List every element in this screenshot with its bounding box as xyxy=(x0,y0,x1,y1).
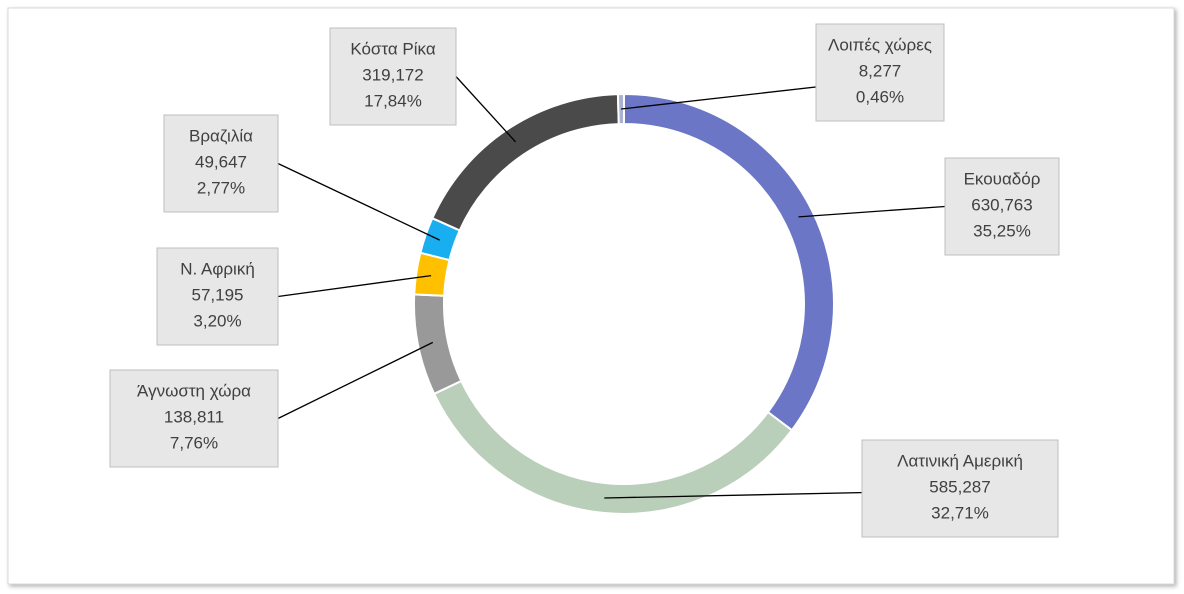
percent-label: 32,71% xyxy=(931,503,989,522)
data-label-box xyxy=(329,27,457,126)
percent-label: 7,76% xyxy=(170,433,218,452)
leader-line xyxy=(455,76,517,143)
value-label: 319,172 xyxy=(362,65,423,84)
value-label: 8,277 xyxy=(859,61,902,80)
value-label: 138,811 xyxy=(164,407,224,426)
category-label: Εκουαδόρ xyxy=(964,169,1041,188)
percent-label: 0,46% xyxy=(856,87,904,106)
leader-line xyxy=(277,274,432,298)
data-label-box xyxy=(109,369,279,468)
category-label: Λοιπές χώρες xyxy=(828,35,932,54)
category-label: Κόστα Ρίκα xyxy=(350,39,436,58)
data-label-box xyxy=(815,23,945,122)
percent-label: 17,84% xyxy=(364,91,422,110)
data-label-box xyxy=(861,439,1059,538)
data-label-box xyxy=(163,114,279,213)
value-label: 585,287 xyxy=(929,477,990,496)
category-label: Ν. Αφρική xyxy=(180,259,255,278)
value-label: 630,763 xyxy=(971,195,1032,214)
category-label: Βραζιλία xyxy=(189,126,253,145)
percent-label: 3,20% xyxy=(193,311,241,330)
data-label-box xyxy=(944,157,1060,256)
leader-line xyxy=(277,162,441,241)
value-label: 49,647 xyxy=(195,152,247,171)
value-label: 57,195 xyxy=(192,285,244,304)
percent-label: 2,77% xyxy=(197,178,245,197)
leader-line xyxy=(277,341,434,420)
donut-segment xyxy=(616,92,625,126)
leader-line xyxy=(798,205,946,218)
percent-label: 35,25% xyxy=(973,221,1031,240)
category-label: Λατινική Αμερική xyxy=(897,451,1023,470)
data-label-box xyxy=(156,247,279,346)
category-label: Άγνωστη χώρα xyxy=(137,381,251,400)
